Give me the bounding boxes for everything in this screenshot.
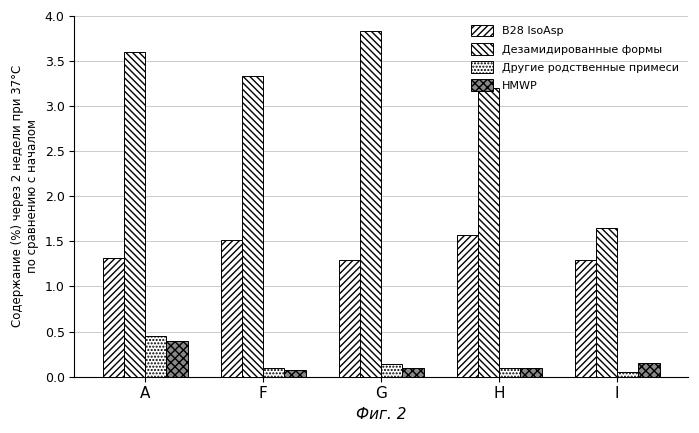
Y-axis label: Содержание (%) через 2 недели при 37°C
по сравнению с началом: Содержание (%) через 2 недели при 37°C п…	[11, 65, 39, 327]
Bar	[360, 32, 381, 377]
Bar	[456, 235, 478, 377]
Legend: B28 IsoAsp, Дезамидированные формы, Другие родственные примеси, HMWP: B28 IsoAsp, Дезамидированные формы, Друг…	[468, 22, 682, 94]
Bar	[575, 260, 596, 377]
Bar	[596, 228, 617, 377]
Bar	[242, 77, 263, 377]
X-axis label: Фиг. 2: Фиг. 2	[356, 407, 406, 422]
Bar	[339, 260, 360, 377]
Bar	[124, 52, 145, 377]
Bar	[520, 368, 542, 377]
Bar	[499, 368, 520, 377]
Bar	[478, 88, 499, 377]
Bar	[221, 239, 242, 377]
Bar	[263, 368, 284, 377]
Bar	[166, 341, 187, 377]
Bar	[403, 368, 424, 377]
Bar	[381, 364, 403, 377]
Bar	[103, 258, 124, 377]
Bar	[617, 372, 638, 377]
Bar	[638, 363, 660, 377]
Bar	[145, 336, 166, 377]
Bar	[284, 370, 305, 377]
